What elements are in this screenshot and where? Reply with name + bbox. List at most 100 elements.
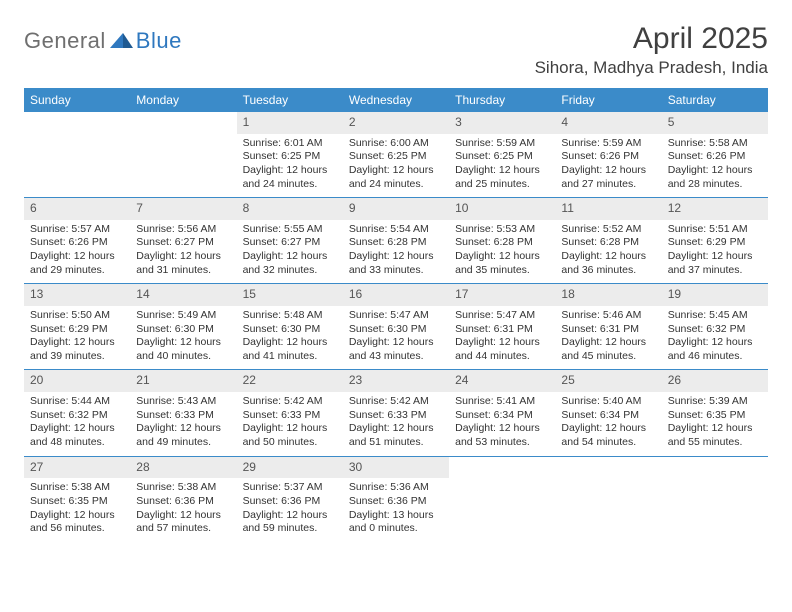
daylight-text: and 39 minutes. [30,350,124,364]
sunrise-text: Sunrise: 5:40 AM [561,395,655,409]
sunrise-text: Sunrise: 5:46 AM [561,309,655,323]
daylight-text: and 35 minutes. [455,264,549,278]
day-body: Sunrise: 5:41 AMSunset: 6:34 PMDaylight:… [449,392,555,456]
day-cell: 4Sunrise: 5:59 AMSunset: 6:26 PMDaylight… [555,112,661,197]
day-cell: 6Sunrise: 5:57 AMSunset: 6:26 PMDaylight… [24,198,130,283]
daylight-text: Daylight: 12 hours [668,422,762,436]
sunset-text: Sunset: 6:26 PM [668,150,762,164]
sunrise-text: Sunrise: 5:38 AM [136,481,230,495]
day-body: Sunrise: 5:57 AMSunset: 6:26 PMDaylight:… [24,220,130,284]
sunrise-text: Sunrise: 5:58 AM [668,137,762,151]
weekday-monday: Monday [130,88,236,112]
day-body: Sunrise: 5:47 AMSunset: 6:30 PMDaylight:… [343,306,449,370]
day-cell: 20Sunrise: 5:44 AMSunset: 6:32 PMDayligh… [24,370,130,455]
day-number: 28 [130,457,236,479]
daylight-text: and 36 minutes. [561,264,655,278]
daylight-text: Daylight: 12 hours [136,336,230,350]
daylight-text: and 54 minutes. [561,436,655,450]
daylight-text: Daylight: 12 hours [668,250,762,264]
day-cell: 21Sunrise: 5:43 AMSunset: 6:33 PMDayligh… [130,370,236,455]
logo-text-general: General [24,28,106,54]
daylight-text: and 56 minutes. [30,522,124,536]
sunset-text: Sunset: 6:33 PM [136,409,230,423]
day-number: 30 [343,457,449,479]
sunset-text: Sunset: 6:36 PM [243,495,337,509]
day-number: 2 [343,112,449,134]
day-number: 22 [237,370,343,392]
sunset-text: Sunset: 6:34 PM [561,409,655,423]
sunset-text: Sunset: 6:35 PM [30,495,124,509]
sunset-text: Sunset: 6:36 PM [136,495,230,509]
day-number: 16 [343,284,449,306]
daylight-text: and 24 minutes. [243,178,337,192]
daylight-text: Daylight: 12 hours [561,250,655,264]
daylight-text: Daylight: 12 hours [136,509,230,523]
daylight-text: and 59 minutes. [243,522,337,536]
sunset-text: Sunset: 6:31 PM [455,323,549,337]
day-body: Sunrise: 5:51 AMSunset: 6:29 PMDaylight:… [662,220,768,284]
week-row: 20Sunrise: 5:44 AMSunset: 6:32 PMDayligh… [24,370,768,456]
sunset-text: Sunset: 6:30 PM [243,323,337,337]
daylight-text: Daylight: 12 hours [243,164,337,178]
day-body: Sunrise: 6:00 AMSunset: 6:25 PMDaylight:… [343,134,449,198]
daylight-text: and 50 minutes. [243,436,337,450]
day-number: 20 [24,370,130,392]
day-cell: 2Sunrise: 6:00 AMSunset: 6:25 PMDaylight… [343,112,449,197]
daylight-text: and 53 minutes. [455,436,549,450]
day-number: 23 [343,370,449,392]
weekday-friday: Friday [555,88,661,112]
day-cell: 25Sunrise: 5:40 AMSunset: 6:34 PMDayligh… [555,370,661,455]
daylight-text: and 31 minutes. [136,264,230,278]
sunset-text: Sunset: 6:33 PM [243,409,337,423]
daylight-text: Daylight: 12 hours [243,422,337,436]
daylight-text: and 37 minutes. [668,264,762,278]
sunrise-text: Sunrise: 5:38 AM [30,481,124,495]
day-cell: 8Sunrise: 5:55 AMSunset: 6:27 PMDaylight… [237,198,343,283]
week-row: 1Sunrise: 6:01 AMSunset: 6:25 PMDaylight… [24,112,768,198]
day-body: Sunrise: 5:47 AMSunset: 6:31 PMDaylight:… [449,306,555,370]
daylight-text: Daylight: 13 hours [349,509,443,523]
day-cell: 13Sunrise: 5:50 AMSunset: 6:29 PMDayligh… [24,284,130,369]
day-body: Sunrise: 5:54 AMSunset: 6:28 PMDaylight:… [343,220,449,284]
day-cell: 28Sunrise: 5:38 AMSunset: 6:36 PMDayligh… [130,457,236,542]
daylight-text: and 40 minutes. [136,350,230,364]
day-number: 17 [449,284,555,306]
daylight-text: and 57 minutes. [136,522,230,536]
day-cell: 30Sunrise: 5:36 AMSunset: 6:36 PMDayligh… [343,457,449,542]
weekday-tuesday: Tuesday [237,88,343,112]
day-body: Sunrise: 5:42 AMSunset: 6:33 PMDaylight:… [343,392,449,456]
daylight-text: and 48 minutes. [30,436,124,450]
day-body: Sunrise: 5:38 AMSunset: 6:36 PMDaylight:… [130,478,236,542]
daylight-text: Daylight: 12 hours [349,336,443,350]
sunrise-text: Sunrise: 5:39 AM [668,395,762,409]
weekday-thursday: Thursday [449,88,555,112]
sunset-text: Sunset: 6:35 PM [668,409,762,423]
daylight-text: Daylight: 12 hours [30,250,124,264]
weekday-saturday: Saturday [662,88,768,112]
sunrise-text: Sunrise: 5:55 AM [243,223,337,237]
sunrise-text: Sunrise: 5:59 AM [455,137,549,151]
daylight-text: Daylight: 12 hours [455,336,549,350]
sunset-text: Sunset: 6:32 PM [30,409,124,423]
sunset-text: Sunset: 6:30 PM [136,323,230,337]
day-body: Sunrise: 5:59 AMSunset: 6:25 PMDaylight:… [449,134,555,198]
day-cell: 24Sunrise: 5:41 AMSunset: 6:34 PMDayligh… [449,370,555,455]
daylight-text: Daylight: 12 hours [455,250,549,264]
sunset-text: Sunset: 6:29 PM [668,236,762,250]
sunset-text: Sunset: 6:28 PM [561,236,655,250]
day-body: Sunrise: 5:52 AMSunset: 6:28 PMDaylight:… [555,220,661,284]
day-cell: 7Sunrise: 5:56 AMSunset: 6:27 PMDaylight… [130,198,236,283]
day-body: Sunrise: 5:59 AMSunset: 6:26 PMDaylight:… [555,134,661,198]
day-cell [24,112,130,197]
sunrise-text: Sunrise: 5:49 AM [136,309,230,323]
day-body: Sunrise: 6:01 AMSunset: 6:25 PMDaylight:… [237,134,343,198]
day-number: 12 [662,198,768,220]
day-cell: 18Sunrise: 5:46 AMSunset: 6:31 PMDayligh… [555,284,661,369]
day-body: Sunrise: 5:44 AMSunset: 6:32 PMDaylight:… [24,392,130,456]
day-number: 24 [449,370,555,392]
week-row: 13Sunrise: 5:50 AMSunset: 6:29 PMDayligh… [24,284,768,370]
sunset-text: Sunset: 6:28 PM [455,236,549,250]
sunrise-text: Sunrise: 5:54 AM [349,223,443,237]
day-number: 10 [449,198,555,220]
daylight-text: Daylight: 12 hours [455,164,549,178]
